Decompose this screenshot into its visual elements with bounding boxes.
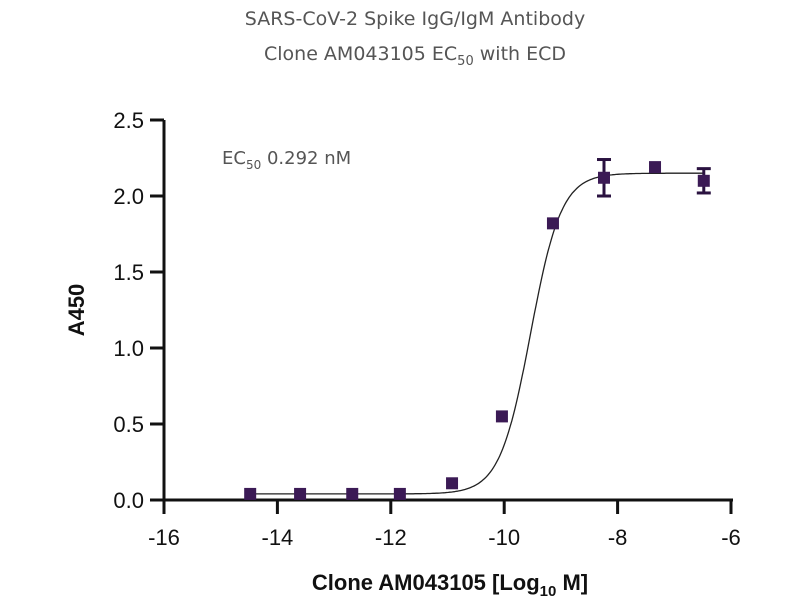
data-point bbox=[546, 217, 559, 230]
x-tick-label: -8 bbox=[608, 525, 628, 550]
annot-sub: 50 bbox=[246, 158, 261, 172]
data-point bbox=[446, 477, 459, 490]
y-axis-label: A450 bbox=[64, 284, 89, 337]
x-tick-label: -10 bbox=[488, 525, 520, 550]
y-tick-label: 0.0 bbox=[113, 488, 144, 513]
data-point bbox=[597, 171, 610, 184]
data-point bbox=[697, 174, 710, 187]
y-tick-label: 1.0 bbox=[113, 336, 144, 361]
data-point bbox=[244, 487, 257, 500]
annot-main: EC bbox=[222, 148, 246, 169]
x-tick-label: -14 bbox=[262, 525, 294, 550]
y-tick-label: 2.0 bbox=[113, 184, 144, 209]
x-tick-label: -6 bbox=[721, 525, 741, 550]
chart-title-line1: SARS-CoV-2 Spike IgG/IgM Antibody bbox=[245, 8, 585, 30]
x-tick-label: -16 bbox=[148, 525, 180, 550]
data-point bbox=[393, 487, 406, 500]
xlabel-main: Clone AM043105 [Log bbox=[312, 570, 540, 595]
data-point bbox=[294, 487, 307, 500]
fit-curve bbox=[250, 172, 704, 495]
data-point bbox=[346, 487, 359, 500]
y-tick-label: 2.5 bbox=[113, 108, 144, 133]
y-tick-label: 1.5 bbox=[113, 260, 144, 285]
title-end: with ECD bbox=[474, 43, 566, 65]
data-point bbox=[495, 410, 508, 423]
x-tick-label: -12 bbox=[375, 525, 407, 550]
title-main: Clone AM043105 EC bbox=[264, 43, 457, 65]
data-point bbox=[649, 161, 662, 174]
x-axis-label: Clone AM043105 [Log10 M] bbox=[312, 570, 588, 600]
xlabel-end: M] bbox=[556, 570, 588, 595]
chart-title-line2: Clone AM043105 EC50 with ECD bbox=[264, 43, 566, 69]
ec50-annotation: EC50 0.292 nM bbox=[222, 148, 351, 172]
annot-end: 0.292 nM bbox=[261, 148, 351, 169]
y-tick-label: 0.5 bbox=[113, 412, 144, 437]
title-sub: 50 bbox=[457, 54, 474, 69]
xlabel-sub: 10 bbox=[540, 583, 557, 600]
